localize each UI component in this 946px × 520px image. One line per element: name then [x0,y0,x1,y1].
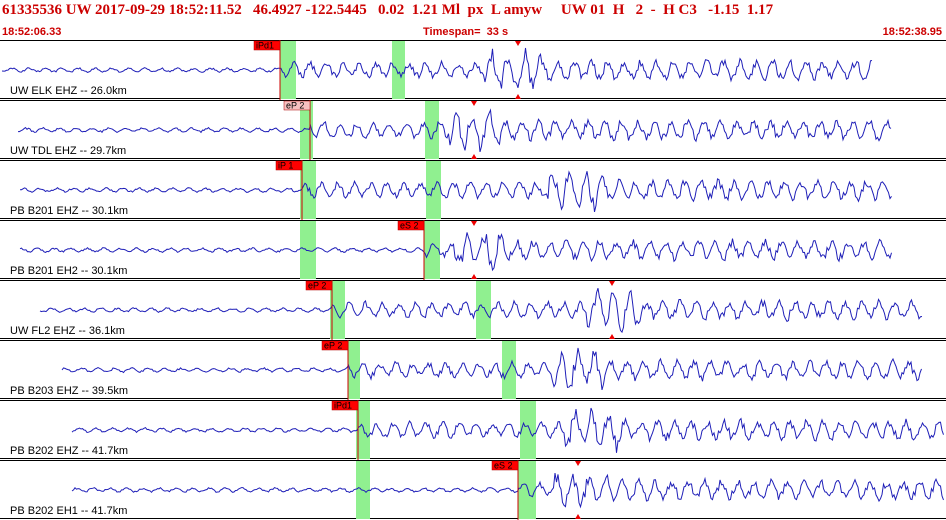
end-time: 18:52:38.95 [882,26,942,38]
seismogram-panel-b202-ehz[interactable]: PB B202 EHZ -- 41.7km [0,400,946,459]
channel-label: UW TDL EHZ -- 29.7km [10,145,127,157]
amplitude-bottom-marker [471,274,477,279]
channel-label: UW ELK EHZ -- 26.0km [10,85,127,97]
seismogram-panel-b203[interactable]: PB B203 EHZ -- 39.5km [0,340,946,399]
pick-flag [275,160,303,171]
amplitude-top-marker [575,461,581,466]
s-window-highlight [426,161,441,219]
channel-label: PB B201 EHZ -- 30.1km [10,205,128,217]
pick-flag [321,340,349,351]
seismogram-panel-b201-ehz[interactable]: PB B201 EHZ -- 30.1km [0,160,946,219]
pick-phase-label: iPd1 [334,401,352,411]
channel-label: PB B202 EH1 -- 41.7km [10,505,128,517]
waveform-trace [61,347,922,391]
amplitude-top-marker [515,41,521,46]
pick-flag [283,100,311,111]
waveform-trace [19,170,892,213]
s-window-highlight [502,341,516,399]
waveform-trace [19,232,892,272]
p-window-highlight [348,341,360,399]
pick-phase-label: eS 2 [400,221,419,231]
amplitude-bottom-marker [515,94,521,99]
p-window-highlight [356,401,370,459]
pick-flag [305,280,333,291]
amplitude-bottom-marker [609,334,615,339]
seismogram-panel-fl2[interactable]: UW FL2 EHZ -- 36.1km [0,280,946,339]
channel-label: PB B203 EHZ -- 39.5km [10,385,128,397]
waveform-trace [39,288,923,334]
pick-flag [491,460,519,471]
pick-flag [253,40,281,51]
s-window-highlight [424,221,440,279]
pick-flag [397,220,425,231]
channel-label: UW FL2 EHZ -- 36.1km [10,325,125,337]
pick-phase-label: eP 2 [308,281,326,291]
channel-label: PB B201 EH2 -- 30.1km [10,265,128,277]
s-window-highlight [520,401,536,459]
s-window-highlight [518,461,536,519]
s-window-highlight [476,281,491,339]
waveform-trace [18,108,892,153]
start-time: 18:52:06.33 [2,26,62,38]
waveform-trace [71,473,944,509]
amplitude-top-marker [471,221,477,226]
pick-phase-label: iP 1 [278,161,293,171]
waveform-trace [1,47,873,89]
amplitude-bottom-marker [471,154,477,159]
s-window-highlight [425,101,439,159]
record-header: 61335536 UW 2017-09-29 18:52:11.52 46.49… [0,0,946,40]
event-summary-title: 61335536 UW 2017-09-29 18:52:11.52 46.49… [2,2,774,18]
amplitude-bottom-marker [575,514,581,519]
channel-label: PB B202 EHZ -- 41.7km [10,445,128,457]
amplitude-top-marker [471,101,477,106]
waveform-layer: iPd1 eP 2 iP 1 eS 2 eP 2 eP 2 iPd1 eS 2 [1,40,944,520]
amplitude-top-marker [609,281,615,286]
seismogram-panel-b202-eh1[interactable]: PB B202 EH1 -- 41.7km [0,460,946,519]
waveform-trace [71,407,944,453]
pick-phase-label: eS 2 [494,461,513,471]
pick-phase-label: eP 2 [286,101,304,111]
pick-phase-label: eP 2 [324,341,342,351]
pick-flag [331,400,359,411]
pick-phase-label: iPd1 [256,41,274,51]
seismogram-panel-elk[interactable]: UW ELK EHZ -- 26.0km [0,40,946,99]
timespan-label: Timespan= 33 s [423,26,509,38]
s-window-highlight [392,41,405,99]
p-window-highlight [330,281,345,339]
seismogram-panels: UW ELK EHZ -- 26.0km UW TDL EHZ -- 29.7k… [0,40,946,520]
p-window-highlight [280,41,296,99]
